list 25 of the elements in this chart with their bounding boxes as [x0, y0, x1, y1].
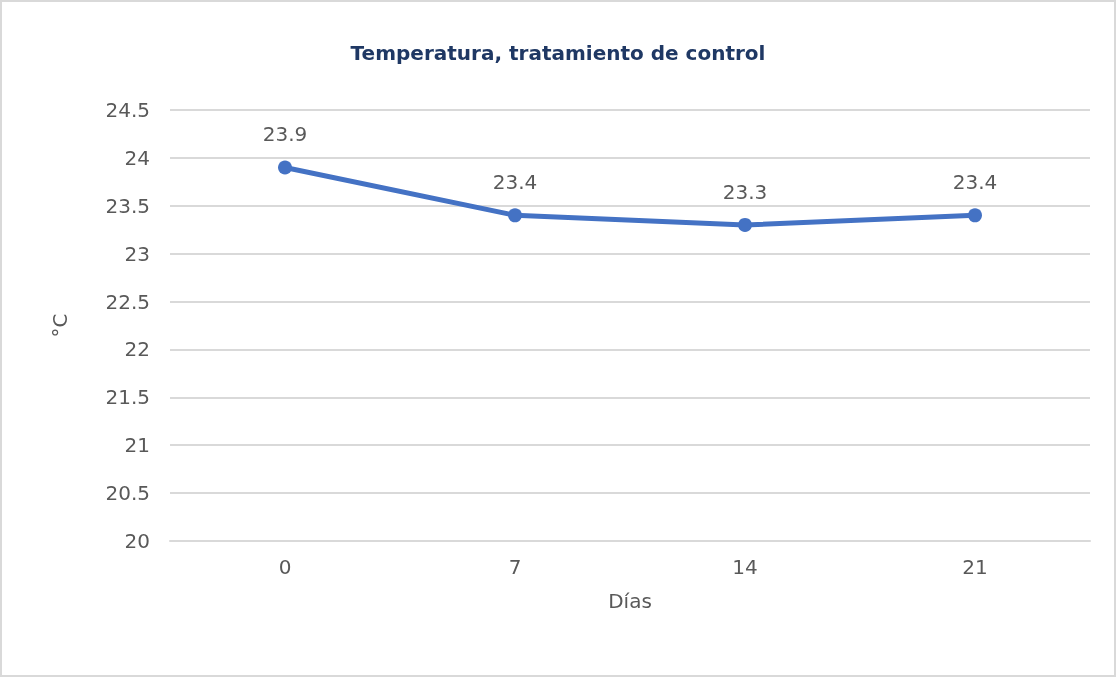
point — [968, 208, 982, 223]
x-tick-label: 0 — [278, 555, 292, 579]
data-label: 23.3 — [722, 179, 768, 204]
y-tick-label: 21.5 — [105, 385, 150, 410]
point — [738, 217, 752, 232]
y-tick-label: 22.5 — [105, 289, 150, 314]
chart-title: Temperatura, tratamiento de control — [350, 41, 766, 65]
y-tick-label: 24 — [124, 145, 150, 170]
data-label: 23.4 — [952, 170, 998, 195]
y-tick-label: 21 — [124, 433, 150, 458]
y-tick-label: 23.5 — [105, 193, 150, 218]
y-tick-label: 20.5 — [105, 481, 150, 506]
data-label: 23.4 — [492, 170, 538, 195]
x-tick-label: 14 — [732, 555, 758, 579]
point — [278, 160, 292, 175]
y-tick-label: 24.5 — [105, 98, 150, 122]
y-tick-label: 23 — [124, 241, 150, 266]
x-tick-label: 7 — [508, 555, 522, 579]
point — [508, 208, 522, 223]
y-tick-label: 20 — [124, 529, 150, 553]
y-axis-title: °C — [48, 313, 72, 338]
y-tick-label: 22 — [124, 337, 150, 362]
x-tick-label: 21 — [962, 555, 988, 579]
x-axis-title: Días — [608, 589, 652, 613]
data-label: 23.9 — [262, 122, 308, 147]
